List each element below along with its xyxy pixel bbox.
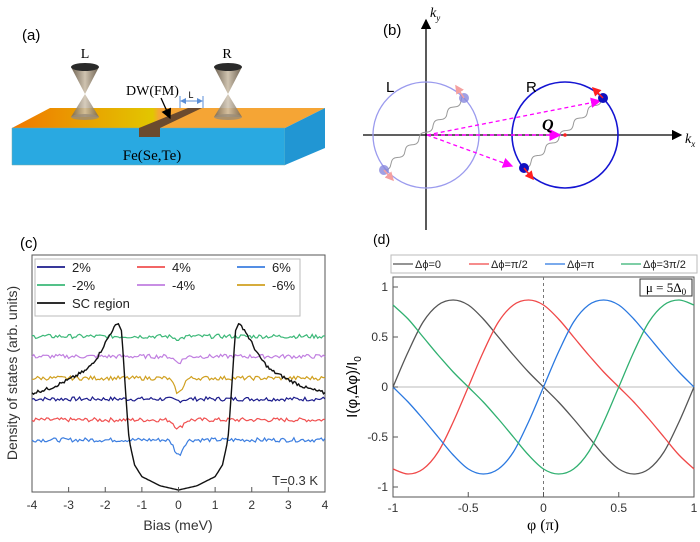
- y-tick-label: -0.5: [367, 430, 388, 444]
- series-line-6%: [31, 436, 326, 457]
- scattering-arrow-upper: [426, 97, 602, 136]
- x-tick-label: 0: [540, 501, 547, 515]
- x-tick-label: 0: [175, 498, 182, 512]
- x-tick-label: 4: [322, 498, 329, 512]
- distance-label: L: [188, 90, 193, 100]
- x-tick-label: -0.5: [458, 501, 479, 515]
- panel-c-label: (c): [20, 235, 38, 252]
- plot-d-annotation: μ = 5Δ0: [646, 280, 687, 297]
- domain-wall-label: DW(FM): [126, 84, 179, 99]
- panel-d-label: (d): [373, 231, 390, 247]
- x-tick-label: -4: [27, 498, 38, 512]
- x-tick-label: -1: [388, 501, 399, 515]
- circle-left-label: L: [386, 79, 394, 96]
- series-line-4%: [31, 416, 326, 430]
- domain-wall-strip: [139, 108, 202, 137]
- slab-side-face: [285, 108, 325, 165]
- plot-c-y-label: Density of states (arb. units): [4, 286, 20, 460]
- legend-label: 4%: [172, 260, 191, 275]
- spin-arrow-icon: [591, 86, 604, 99]
- plot-c-legend: [34, 258, 301, 317]
- x-tick-label: 1: [212, 498, 219, 512]
- tip-right-label: R: [222, 47, 232, 62]
- series-line--4%: [31, 353, 326, 365]
- legend-label: 6%: [272, 260, 291, 275]
- pairing-wave-right: [523, 96, 603, 169]
- panel-d: (d) Δϕ=0 Δϕ=π/2 Δϕ=π Δϕ=3π/2 -1 -0.5 0 0.5 1 1 0.…: [344, 231, 698, 534]
- legend-label: 2%: [72, 260, 91, 275]
- panel-a-label: (a): [22, 27, 40, 44]
- stm-tip-right: [214, 63, 242, 120]
- stm-tip-left: [71, 63, 99, 120]
- plot-d-legend: [390, 254, 698, 274]
- series-line-2%: [31, 395, 326, 404]
- q-vector-label: Q: [542, 117, 554, 134]
- legend-label: SC region: [72, 296, 130, 311]
- plot-d-y-label: I(φ,Δφ)/I0: [344, 356, 364, 418]
- x-tick-label: 1: [691, 501, 698, 515]
- y-tick-label: 1: [381, 280, 388, 294]
- x-tick-label: -3: [63, 498, 74, 512]
- x-tick-label: 3: [285, 498, 292, 512]
- series-line-SC region: [31, 322, 326, 491]
- series-line--2%: [31, 333, 326, 341]
- circle-right-label: R: [526, 79, 537, 96]
- material-label: Fe(Se,Te): [123, 148, 182, 164]
- panel-b: (b) ky kx L R Q: [363, 6, 695, 230]
- pairing-wave-left: [383, 96, 464, 171]
- x-tick-label: 2: [248, 498, 255, 512]
- legend-label: Δϕ=3π/2: [643, 259, 686, 271]
- spin-arrow-icon: [455, 84, 465, 99]
- plot-d-x-label: φ (π): [527, 517, 559, 534]
- series-line-Δϕ=π/2: [392, 299, 695, 475]
- y-tick-label: -1: [377, 480, 388, 494]
- x-tick-label: -2: [100, 498, 111, 512]
- series-line--6%: [31, 374, 326, 395]
- plot-d-annotation-box: [639, 278, 693, 297]
- x-tick-label: 0.5: [610, 501, 627, 515]
- legend-label: -4%: [172, 278, 196, 293]
- legend-label: Δϕ=0: [415, 259, 441, 271]
- plot-c-x-label: Bias (meV): [143, 517, 212, 533]
- series-line-Δϕ=3π/2: [392, 299, 695, 475]
- legend-label: -2%: [72, 278, 96, 293]
- kx-axis-label: kx: [685, 132, 695, 149]
- tip-left-label: L: [81, 47, 90, 62]
- domain-wall-pointer: [160, 97, 172, 120]
- spin-arrow-icon: [383, 169, 395, 182]
- panel-c: (c) -4 -3 -2 -1 0 1 2 3 4 2% 4% 6% -2% -4% -6% SC regi…: [4, 235, 329, 533]
- x-tick-label: -1: [137, 498, 148, 512]
- series-line-Δϕ=π: [392, 299, 695, 475]
- legend-label: Δϕ=π/2: [491, 259, 528, 271]
- y-tick-label: 0.5: [371, 330, 388, 344]
- ky-axis-label: ky: [430, 6, 440, 23]
- legend-label: -6%: [272, 278, 296, 293]
- plot-c-x-ticks: -4 -3 -2 -1 0 1 2 3 4: [27, 487, 329, 512]
- plot-c-series: [31, 322, 326, 491]
- scattering-arrow-lower: [426, 134, 514, 168]
- spin-arrow-icon: [523, 167, 534, 181]
- panel-a: (a) L R DW(FM) L Fe(Se,Te): [11, 27, 325, 166]
- legend-label: Δϕ=π: [567, 259, 595, 271]
- plot-c-annotation: T=0.3 K: [272, 473, 318, 488]
- panel-b-label: (b): [383, 22, 401, 39]
- y-tick-label: 0: [381, 380, 388, 394]
